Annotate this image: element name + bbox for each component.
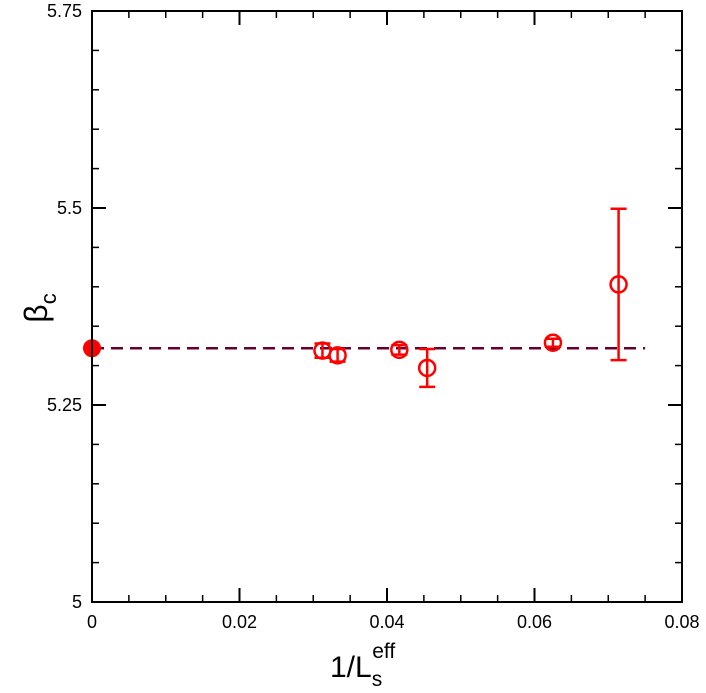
- x-tick-label: 0.08: [664, 612, 699, 632]
- y-axis-title-group: βc: [18, 293, 61, 322]
- data-points: [83, 207, 628, 389]
- data-point: [417, 347, 437, 389]
- x-axis-title-sup: eff: [372, 640, 395, 663]
- open-circle-marker: [609, 275, 628, 294]
- open-circle-marker: [417, 358, 437, 378]
- y-tick-labels: 5 5.25 5.5 5.75: [47, 1, 82, 612]
- open-circle-marker: [390, 340, 409, 360]
- x-tick-label: 0: [87, 612, 97, 632]
- data-point: [313, 341, 332, 360]
- y-tick-label: 5.75: [47, 1, 82, 21]
- x-tick-label: 0.06: [517, 612, 552, 632]
- y-tick-label: 5: [72, 592, 82, 612]
- x-axis-title-main: 1/L: [330, 651, 372, 684]
- x-axis-title: 1/Ls eff: [330, 640, 395, 691]
- y-axis-title-sub: c: [36, 293, 61, 304]
- major-ticks: [91, 10, 683, 603]
- data-point: [543, 333, 563, 352]
- x-tick-label: 0.04: [369, 612, 404, 632]
- plot-frame: [91, 10, 683, 603]
- open-circle-marker: [543, 333, 563, 352]
- y-tick-label: 5.5: [57, 198, 82, 218]
- data-point: [609, 207, 628, 362]
- minor-ticks: [92, 11, 682, 602]
- y-tick-label: 5.25: [47, 395, 82, 415]
- data-point: [390, 340, 409, 360]
- data-point: [328, 346, 347, 365]
- y-axis-title-main: β: [18, 304, 54, 322]
- x-axis-title-sub: s: [372, 668, 383, 691]
- y-axis-title: βc: [18, 293, 61, 322]
- open-circle-marker: [328, 346, 347, 365]
- x-tick-label: 0.02: [222, 612, 257, 632]
- x-tick-labels: 0 0.02 0.04 0.06 0.08: [87, 612, 700, 632]
